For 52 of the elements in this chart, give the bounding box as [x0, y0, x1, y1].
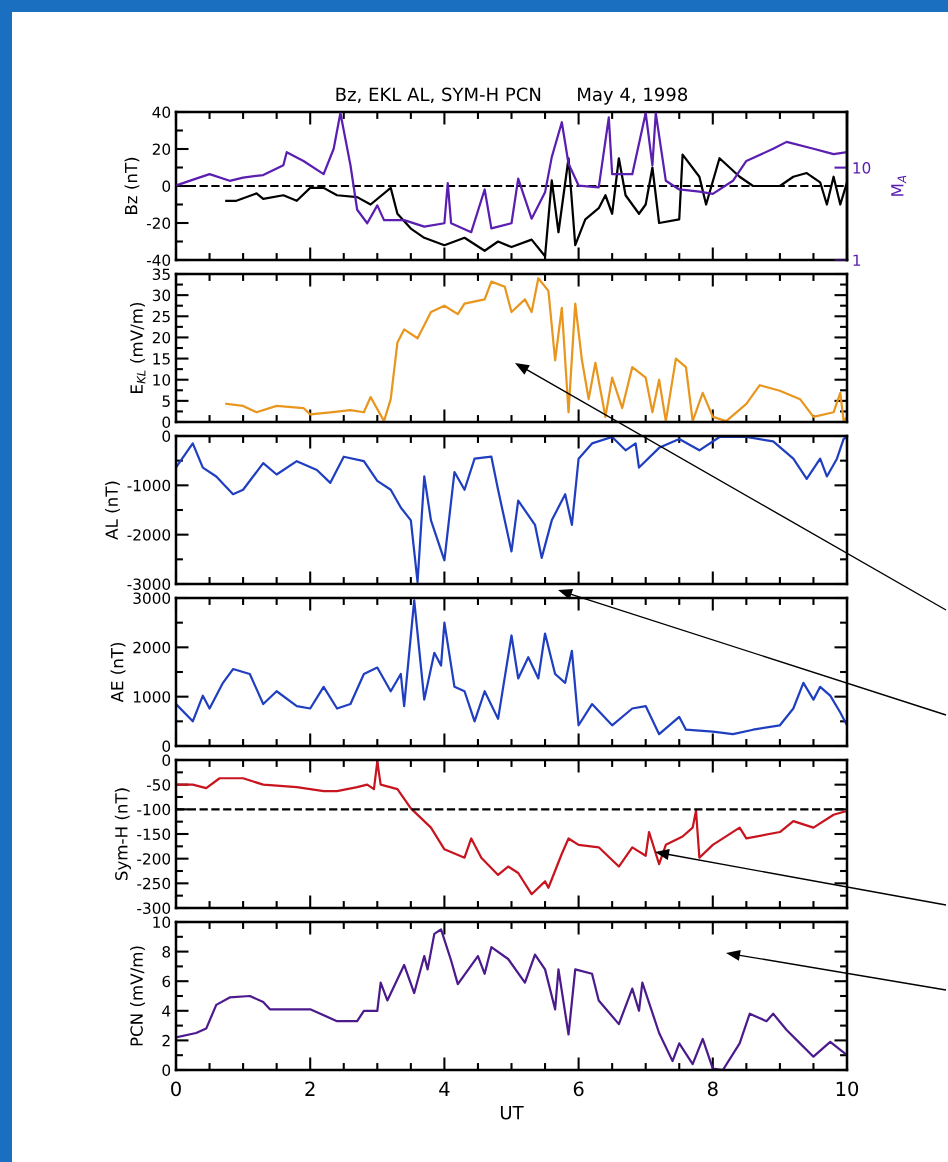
y-tick-label: 0: [162, 430, 171, 443]
y-tick-label: 40: [152, 106, 171, 119]
x-tick-label: 10: [836, 1081, 859, 1097]
y2-tick-label: 1: [853, 254, 861, 266]
y-tick-label: -50: [146, 779, 171, 791]
y-axis-title: PCN (mV/m): [130, 946, 145, 1046]
y-tick-label: 25: [152, 310, 170, 323]
y-tick-label: 6: [162, 975, 171, 988]
x-axis-title: UT: [500, 1106, 524, 1120]
line-series: [176, 436, 847, 584]
y-axis-title: AL (nT): [105, 481, 120, 540]
y-tick-label: -1000: [127, 479, 171, 492]
chart-title: Bz, EKL AL, SYM-H PCN May 4, 1998: [336, 87, 688, 105]
y-tick-label: 4: [162, 1005, 171, 1017]
y-tick-label: 0: [162, 754, 171, 767]
y-tick-label: 2000: [133, 641, 171, 654]
y-tick-label: 20: [152, 331, 171, 344]
y-tick-label: 0: [162, 180, 171, 193]
y-tick-label: -2000: [127, 529, 171, 541]
y-axis-title: AE (nT): [110, 642, 126, 703]
y-tick-label: -100: [137, 803, 171, 816]
y-tick-label: -300: [137, 902, 171, 915]
y-tick-label: 30: [152, 289, 171, 302]
y-tick-label: 0: [162, 740, 171, 753]
y-tick-label: 3000: [133, 592, 171, 605]
y-tick-label: 2: [162, 1034, 170, 1047]
y-axis-title: E$_{KL}$ (mV/m): [130, 302, 146, 393]
y2-tick-label: 10: [853, 162, 871, 174]
y-tick-label: 15: [153, 353, 170, 365]
x-tick-label: 2: [305, 1081, 315, 1096]
x-tick-label: 4: [439, 1081, 450, 1096]
y-axis-title: Bz (nT): [124, 157, 140, 214]
y-tick-label: 0: [162, 416, 171, 429]
y-tick-label: -20: [146, 217, 171, 230]
y2-axis-title: M$_{A}$: [891, 175, 907, 196]
y-tick-label: 0: [162, 1064, 171, 1077]
y-tick-label: -250: [137, 877, 171, 890]
y-tick-label: 5: [162, 395, 170, 407]
y-tick-label: 35: [152, 268, 170, 281]
y-tick-label: -200: [137, 853, 171, 865]
x-tick-label: 8: [707, 1081, 718, 1097]
y-tick-label: 20: [152, 143, 171, 156]
y-tick-label: -40: [146, 254, 171, 267]
y-tick-label: 1000: [133, 691, 171, 703]
line-series: [225, 277, 847, 422]
x-tick-label: 6: [573, 1081, 584, 1097]
y-tick-label: -3000: [127, 578, 171, 591]
y-tick-label: -150: [137, 828, 171, 841]
y-tick-label: 8: [162, 946, 171, 958]
y-axis-title: Sym-H (nT): [114, 788, 131, 881]
y-tick-label: 10: [153, 374, 171, 386]
y-tick-label: 10: [153, 916, 171, 929]
